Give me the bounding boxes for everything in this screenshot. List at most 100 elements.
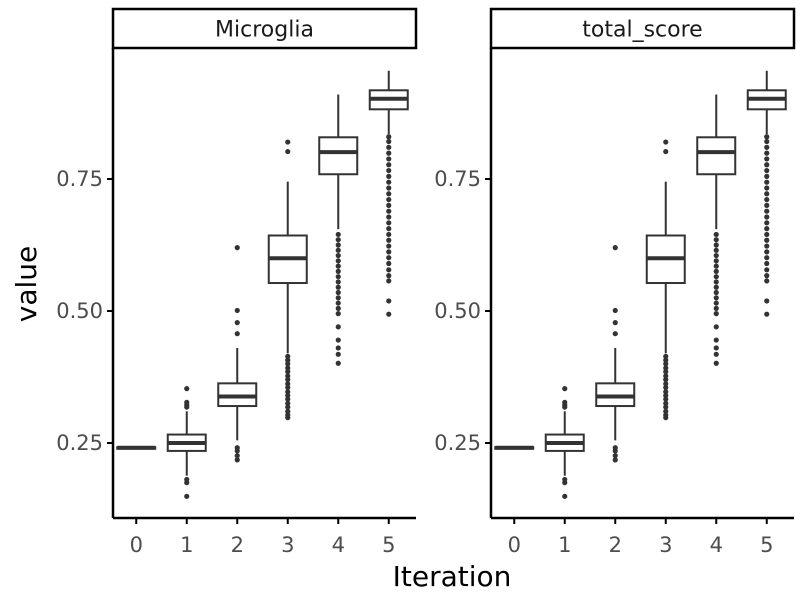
outlier-point: [386, 138, 392, 145]
outlier-point: [335, 237, 341, 243]
outlier-point: [764, 226, 770, 232]
outlier-point: [764, 214, 770, 220]
outlier-point: [386, 298, 392, 304]
outlier-point: [386, 243, 392, 249]
outlier-point: [335, 345, 341, 351]
x-tick-label: 2: [231, 533, 244, 557]
outlier-point: [612, 453, 618, 459]
outlier-point: [663, 361, 669, 367]
outlier-point: [764, 220, 770, 226]
x-tick-label: 2: [609, 533, 622, 557]
outlier-point: [335, 274, 341, 280]
x-tick-label: 0: [508, 533, 521, 557]
outlier-point: [612, 320, 618, 326]
outlier-point: [562, 493, 568, 499]
outlier-point: [562, 476, 568, 483]
outlier-point: [764, 156, 770, 162]
outlier-point: [764, 260, 770, 267]
outlier-point: [386, 255, 392, 261]
facet-panels: Microglia 0.25 0.50 0.75 0 1 2 3 4 5 total_score 0.…: [56, 7, 796, 557]
x-axis-title: Iteration: [393, 560, 512, 593]
outlier-point: [764, 208, 770, 214]
outlier-point: [713, 337, 719, 343]
box-group-3: [645, 139, 686, 421]
outlier-point: [764, 134, 770, 140]
outlier-point: [713, 231, 719, 238]
outlier-point: [386, 156, 392, 162]
outlier-point: [285, 361, 291, 367]
box-group-3: [267, 139, 308, 421]
outlier-point: [234, 445, 240, 451]
outlier-point: [285, 357, 291, 363]
y-axis-title: value: [10, 246, 43, 322]
outlier-point: [386, 260, 392, 267]
outlier-point: [335, 324, 341, 330]
outlier-point: [335, 289, 341, 296]
x-tick-label: 1: [558, 533, 571, 557]
outlier-point: [335, 360, 341, 366]
outlier-point: [764, 150, 770, 156]
outlier-point: [663, 381, 669, 387]
box-group-0: [116, 445, 157, 450]
box: [318, 136, 359, 176]
outlier-point: [663, 384, 669, 391]
y-tick-label: 0.50: [56, 299, 103, 323]
outlier-point: [285, 396, 291, 402]
outlier-point: [713, 305, 719, 311]
outlier-point: [285, 373, 291, 379]
x-tick-label: 4: [710, 533, 723, 557]
facet-panel-2: total_score 0.25 0.50 0.75 0 1 2 3 4 5: [434, 7, 796, 557]
outlier-point: [285, 384, 291, 391]
outlier-point: [386, 185, 392, 191]
outlier-point: [386, 208, 392, 214]
outlier-point: [234, 320, 240, 326]
facet-title: Microglia: [215, 18, 314, 43]
outlier-point: [386, 150, 392, 156]
facet-panel-1: Microglia 0.25 0.50 0.75 0 1 2 3 4 5: [56, 7, 418, 557]
outlier-point: [713, 268, 719, 274]
outlier-point: [386, 191, 392, 197]
outlier-point: [713, 324, 719, 330]
box-group-5: [368, 70, 409, 317]
outlier-point: [285, 412, 291, 418]
outlier-point: [335, 231, 341, 238]
box-group-5: [746, 70, 787, 317]
outlier-point: [764, 202, 770, 208]
outlier-point: [335, 305, 341, 311]
outlier-point: [764, 231, 770, 238]
outlier-point: [234, 457, 240, 463]
outlier-point: [386, 220, 392, 226]
outlier-point: [713, 242, 719, 248]
outlier-point: [713, 263, 719, 269]
outlier-point: [713, 252, 719, 259]
outlier-point: [612, 307, 618, 314]
outlier-point: [335, 242, 341, 248]
outlier-point: [713, 258, 719, 264]
outlier-point: [285, 392, 291, 399]
outlier-point: [764, 167, 770, 174]
x-tick-label: 4: [332, 533, 345, 557]
outlier-point: [335, 295, 341, 301]
outlier-point: [184, 386, 190, 392]
outlier-point: [335, 263, 341, 269]
x-tick-label: 3: [281, 533, 294, 557]
outlier-point: [764, 185, 770, 191]
outlier-point: [764, 267, 770, 273]
outlier-point: [386, 196, 392, 203]
outlier-point: [713, 351, 719, 357]
outlier-point: [764, 162, 770, 168]
outlier-point: [386, 273, 392, 279]
outlier-point: [386, 231, 392, 238]
outlier-point: [335, 311, 341, 317]
outlier-point: [713, 247, 719, 253]
facet-strip: [111, 7, 418, 50]
y-tick-label: 0.75: [434, 167, 481, 191]
outlier-point: [386, 134, 392, 140]
outlier-point: [764, 278, 770, 284]
outlier-point: [234, 245, 240, 251]
x-tick-label: 0: [130, 533, 143, 557]
outlier-point: [335, 284, 341, 290]
outlier-point: [562, 399, 568, 405]
outlier-point: [663, 396, 669, 402]
outlier-point: [663, 412, 669, 418]
